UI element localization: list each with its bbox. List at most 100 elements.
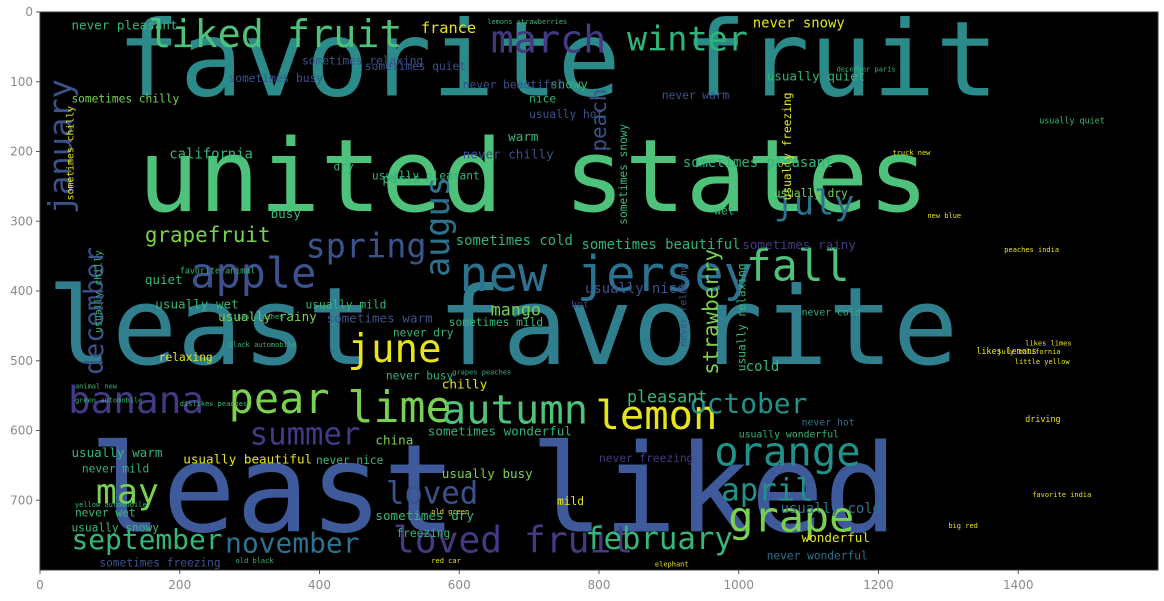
word-69: sometimes relaxing bbox=[302, 54, 423, 67]
word-24: orange bbox=[714, 427, 860, 475]
word-1: united states bbox=[138, 117, 929, 235]
word-37: never snowy bbox=[753, 15, 845, 31]
word-84: never wonderful bbox=[767, 550, 868, 563]
word-53: pleasant bbox=[627, 387, 707, 407]
word-8: december bbox=[79, 247, 110, 375]
word-4: liked fruit bbox=[148, 12, 402, 57]
word-48: usually beautiful bbox=[183, 451, 312, 466]
word-46: sometimes warm bbox=[326, 310, 432, 325]
y-tick-label: 400 bbox=[10, 284, 33, 298]
word-96: usually freezing bbox=[781, 93, 794, 201]
word-75: never dry bbox=[393, 326, 454, 339]
word-88: relaxing bbox=[159, 351, 213, 364]
word-63: snowy bbox=[550, 77, 588, 92]
word-22: summer bbox=[250, 417, 361, 452]
word-28: loved bbox=[386, 477, 478, 512]
word-82: never warm bbox=[662, 89, 730, 102]
word-57: mild bbox=[557, 495, 584, 508]
y-tick-label: 600 bbox=[10, 424, 33, 438]
plot-area bbox=[40, 12, 1158, 570]
x-axis: 0 200 400 600 800 1000 1200 1400 bbox=[36, 570, 1034, 592]
word-116: peaches india bbox=[1004, 246, 1059, 254]
word-120: favorite india bbox=[1032, 491, 1091, 499]
word-113: likes peaches bbox=[229, 313, 284, 321]
word-34: peach bbox=[587, 89, 611, 152]
word-54: wonderful bbox=[802, 530, 870, 545]
word-111: green automobile bbox=[75, 397, 142, 405]
word-124: old black bbox=[236, 557, 275, 565]
y-axis: 0 100 200 300 400 500 600 700 bbox=[10, 5, 40, 507]
word-45: usually wet bbox=[155, 296, 238, 311]
word-118: little yellow bbox=[1015, 358, 1071, 366]
word-55: usually cold bbox=[781, 501, 881, 517]
y-tick-label: 300 bbox=[10, 214, 33, 228]
word-50: usually warm bbox=[71, 445, 162, 460]
word-59: california bbox=[169, 146, 253, 162]
word-76: never busy bbox=[386, 370, 454, 383]
word-5: march bbox=[491, 17, 607, 62]
word-68: never beautiful bbox=[463, 79, 564, 92]
word-112: grapes peaches bbox=[452, 369, 511, 377]
x-tick-label: 800 bbox=[588, 578, 611, 592]
word-39: usually quiet bbox=[767, 68, 866, 83]
word-100: sometimes chilly bbox=[66, 106, 77, 200]
word-38: never pleasant bbox=[71, 17, 177, 32]
word-85: never hot bbox=[802, 418, 855, 429]
x-tick-label: 1200 bbox=[863, 578, 894, 592]
word-95: sometimes snowy bbox=[617, 123, 630, 224]
word-73: usually hot bbox=[529, 108, 603, 121]
word-81: usually snowy bbox=[71, 522, 159, 535]
word-117: december paris bbox=[837, 65, 896, 73]
word-89: freezing bbox=[396, 527, 450, 540]
word-92: wet bbox=[714, 204, 734, 217]
word-0: favorite fruit bbox=[117, 0, 999, 121]
word-13: july bbox=[774, 183, 855, 222]
word-97: usually relaxing bbox=[736, 263, 749, 371]
word-56: chilly bbox=[442, 377, 488, 392]
word-109: july california bbox=[997, 348, 1060, 356]
word-79: never mild bbox=[82, 462, 149, 475]
word-6: winter bbox=[627, 19, 748, 58]
word-74: usually dry bbox=[774, 187, 848, 200]
word-21: lemon bbox=[596, 391, 718, 439]
word-43: usually nice bbox=[585, 281, 685, 297]
word-19: lime bbox=[347, 383, 451, 433]
word-49: sometimes rainy bbox=[742, 237, 856, 252]
word-20: autumn bbox=[442, 386, 588, 434]
word-72: sometimes chilly bbox=[71, 93, 179, 106]
x-tick-label: 400 bbox=[308, 578, 331, 592]
y-tick-label: 500 bbox=[10, 354, 33, 368]
word-110: black automobile bbox=[229, 341, 296, 349]
word-78: never nice bbox=[316, 454, 384, 467]
word-12: new jersey bbox=[459, 246, 753, 303]
word-31: september bbox=[71, 523, 222, 556]
word-47: sometimes wonderful bbox=[428, 423, 572, 438]
word-90: cold bbox=[746, 359, 779, 375]
word-60: paris bbox=[382, 171, 420, 186]
x-tick-label: 1000 bbox=[723, 578, 754, 592]
word-66: never chilly bbox=[463, 146, 554, 161]
x-tick-label: 0 bbox=[36, 578, 44, 592]
word-119: driving bbox=[1025, 414, 1060, 424]
word-23: october bbox=[690, 387, 808, 420]
word-10: spring bbox=[306, 227, 427, 266]
word-106: likes lemons bbox=[976, 346, 1037, 356]
word-125: red car bbox=[431, 557, 461, 565]
word-67: usually pleasant bbox=[372, 169, 480, 182]
word-42: sometimes beautiful bbox=[582, 237, 741, 253]
word-2: least favorite bbox=[47, 265, 958, 390]
word-64: warm bbox=[508, 129, 538, 144]
word-61: busy bbox=[271, 206, 302, 221]
word-30: february bbox=[585, 522, 733, 557]
word-26: april bbox=[721, 473, 813, 508]
word-104: animal new bbox=[75, 383, 118, 391]
word-33: strawberry bbox=[699, 249, 723, 375]
word-115: lemons strawberries bbox=[487, 18, 567, 26]
word-77: sometimes mild bbox=[449, 316, 543, 329]
word-40: sometimes pleasant bbox=[683, 155, 834, 171]
x-tick-label: 1400 bbox=[1003, 578, 1034, 592]
word-9: apple bbox=[190, 249, 316, 298]
word-25: grape bbox=[728, 493, 854, 542]
